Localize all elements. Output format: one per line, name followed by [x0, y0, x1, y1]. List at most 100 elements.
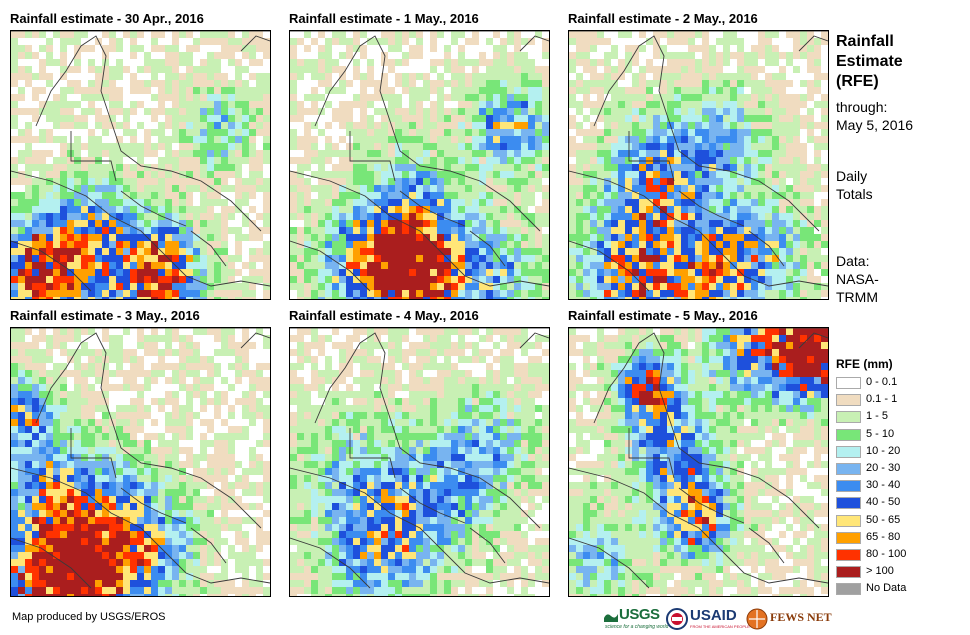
- rain-cell: [11, 328, 18, 335]
- rain-cell: [402, 59, 409, 66]
- rain-cell: [200, 454, 207, 461]
- rain-cell: [611, 164, 618, 171]
- rain-cell: [451, 143, 458, 150]
- rain-cell: [472, 192, 479, 199]
- rain-cell: [360, 171, 367, 178]
- rain-cell: [625, 206, 632, 213]
- rain-cell: [695, 290, 702, 297]
- rain-cell: [18, 335, 25, 342]
- rain-cell: [81, 342, 88, 349]
- rain-cell: [695, 80, 702, 87]
- rain-cell: [465, 38, 472, 45]
- rain-cell: [709, 234, 716, 241]
- rain-cell: [430, 150, 437, 157]
- rain-cell: [542, 101, 549, 108]
- rain-cell: [716, 38, 723, 45]
- rain-cell: [430, 255, 437, 262]
- rain-cell: [39, 297, 46, 299]
- rain-cell: [360, 108, 367, 115]
- rain-cell: [207, 552, 214, 559]
- rain-cell: [667, 115, 674, 122]
- rain-cell: [88, 129, 95, 136]
- rain-cell: [74, 115, 81, 122]
- rain-cell: [597, 192, 604, 199]
- rain-cell: [618, 136, 625, 143]
- rain-cell: [193, 566, 200, 573]
- rain-cell: [353, 290, 360, 297]
- rain-cell: [130, 87, 137, 94]
- rain-cell: [304, 213, 311, 220]
- rain-cell: [256, 517, 263, 524]
- rain-cell: [737, 178, 744, 185]
- rain-cell: [381, 213, 388, 220]
- rain-cell: [688, 129, 695, 136]
- rain-cell: [81, 290, 88, 297]
- rain-cell: [702, 150, 709, 157]
- rain-cell: [214, 517, 221, 524]
- rain-cell: [172, 335, 179, 342]
- rain-cell: [374, 157, 381, 164]
- rain-cell: [95, 150, 102, 157]
- rain-cell: [318, 94, 325, 101]
- rain-cell: [25, 580, 32, 587]
- rain-cell: [479, 59, 486, 66]
- rain-cell: [25, 164, 32, 171]
- border-line: [314, 35, 541, 232]
- rain-cell: [123, 171, 130, 178]
- rain-cell: [214, 73, 221, 80]
- rain-cell: [88, 489, 95, 496]
- rain-cell: [214, 80, 221, 87]
- rain-cell: [207, 94, 214, 101]
- rain-cell: [528, 157, 535, 164]
- rain-cell: [123, 377, 130, 384]
- rain-cell: [458, 283, 465, 290]
- rain-cell: [430, 199, 437, 206]
- rain-cell: [74, 297, 81, 299]
- rain-cell: [653, 290, 660, 297]
- rain-cell: [576, 171, 583, 178]
- rain-cell: [507, 94, 514, 101]
- rain-cell: [221, 482, 228, 489]
- rain-cell: [674, 283, 681, 290]
- rain-cell: [179, 101, 186, 108]
- rain-cell: [667, 136, 674, 143]
- rain-cell: [611, 199, 618, 206]
- rain-cell: [144, 59, 151, 66]
- rain-cell: [381, 178, 388, 185]
- rain-cell: [165, 412, 172, 419]
- rain-cell: [486, 241, 493, 248]
- rain-cell: [67, 66, 74, 73]
- rain-cell: [46, 45, 53, 52]
- rain-cell: [158, 94, 165, 101]
- rain-cell: [151, 199, 158, 206]
- rain-cell: [569, 171, 576, 178]
- rain-cell: [346, 241, 353, 248]
- rain-cell: [123, 129, 130, 136]
- rain-cell: [158, 297, 165, 299]
- rain-cell: [569, 185, 576, 192]
- rain-cell: [46, 171, 53, 178]
- rain-cell: [165, 143, 172, 150]
- rain-cell: [367, 290, 374, 297]
- rain-cell: [32, 566, 39, 573]
- rain-cell: [207, 398, 214, 405]
- rain-cell: [193, 510, 200, 517]
- rain-cell: [486, 136, 493, 143]
- rain-cell: [744, 185, 751, 192]
- rain-cell: [221, 475, 228, 482]
- rain-cell: [193, 262, 200, 269]
- rain-cell: [249, 419, 256, 426]
- rain-cell: [109, 283, 116, 290]
- rain-cell: [207, 31, 214, 38]
- rain-cell: [807, 220, 814, 227]
- rain-cell: [437, 290, 444, 297]
- rain-cell: [381, 255, 388, 262]
- rain-cell: [423, 199, 430, 206]
- rain-cell: [137, 269, 144, 276]
- rain-cell: [821, 227, 828, 234]
- rain-cell: [374, 94, 381, 101]
- rain-cell: [137, 454, 144, 461]
- rain-cell: [786, 157, 793, 164]
- rain-cell: [660, 262, 667, 269]
- rain-cell: [660, 66, 667, 73]
